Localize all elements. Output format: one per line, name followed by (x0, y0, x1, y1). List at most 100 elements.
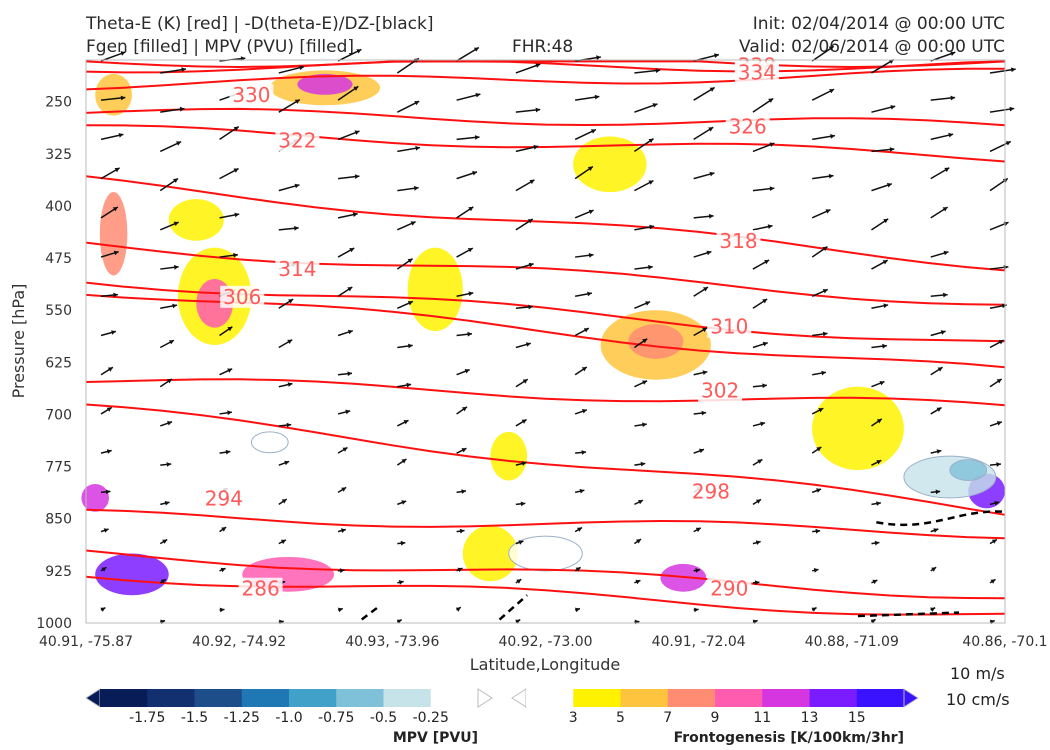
wind-vector-head (709, 171, 715, 177)
wind-vector-head (287, 382, 293, 387)
fgen-shade (99, 192, 128, 276)
wind-vector-head (396, 619, 402, 624)
wind-vector-head (754, 580, 760, 585)
colorbar-tick-label: 11 (753, 710, 771, 726)
colorbar-segment (147, 689, 195, 707)
wind-vector-head (936, 449, 942, 454)
wind-vector-head (520, 501, 526, 507)
wind-vector-head (221, 527, 227, 532)
wind-vector-head (120, 51, 126, 56)
wind-vector-head (407, 258, 413, 264)
wind-vector-head (1001, 303, 1007, 309)
wind-vector-head (294, 183, 300, 189)
fgen-shade (95, 73, 132, 116)
wind-vector-head (352, 212, 358, 217)
wind-vector-head (529, 179, 535, 185)
wind-vector-head (113, 250, 119, 256)
wind-vector-head (648, 180, 654, 185)
wind-vector-head (535, 107, 541, 113)
contour-label-bg (275, 129, 320, 152)
wind-vector-head (888, 59, 894, 64)
wind-vector-head (636, 539, 641, 544)
wind-vector-head (648, 264, 653, 270)
init-time: Init: 02/04/2014 @ 00:00 UTC (752, 14, 1005, 34)
wind-vector-head (702, 327, 708, 333)
wind-vector-head (113, 292, 118, 298)
wind-vector-head (998, 340, 1004, 345)
wind-vector-head (401, 459, 407, 464)
contour-label: 330 (232, 83, 270, 107)
fgen-shade (95, 553, 169, 596)
wind-vector-head (652, 103, 658, 108)
wind-vector-head (994, 500, 1000, 506)
y-tick-label: 250 (45, 95, 72, 111)
contour-label: 298 (692, 479, 730, 503)
theta-e-contour (85, 107, 1006, 127)
colorbar-tick-label: -1.0 (275, 710, 302, 726)
wind-vector-head (581, 450, 587, 455)
wind-vector-head (356, 49, 362, 54)
wind-vector-head (233, 126, 239, 132)
wind-vector-head (227, 410, 232, 416)
wind-vector-head (106, 449, 112, 454)
y-tick-label: 850 (45, 512, 72, 528)
mpv-shade (508, 535, 583, 572)
stability-contour (360, 594, 960, 621)
wind-vector-head (638, 500, 643, 505)
theta-e-contour (85, 175, 1006, 272)
wind-vector-head (762, 341, 768, 347)
wind-vector-head (407, 301, 413, 306)
wind-vector-head (288, 299, 294, 304)
colorbar-tick-label: -0.5 (370, 710, 397, 726)
wind-vector-head (579, 488, 585, 494)
wind-vector-head (829, 89, 835, 94)
wind-vector-head (284, 460, 290, 466)
wind-vector-head (706, 250, 712, 256)
wind-vector-head (219, 607, 225, 613)
colorbar-title: Frontogenesis [K/100km/3hr] (674, 730, 904, 746)
x-axis-label: Latitude,Longitude (470, 655, 621, 674)
contour-label-bg (275, 257, 320, 280)
wind-vector-head (935, 489, 941, 495)
wind-vector-head (410, 221, 416, 226)
colorbar-tick-label: 9 (711, 710, 720, 726)
wind-vector-head (694, 607, 699, 613)
colorbar-segment (430, 689, 479, 707)
wind-vector-head (642, 422, 647, 428)
wind-vector-head (764, 260, 770, 265)
y-tick-label: 775 (45, 460, 72, 476)
wind-vector-head (340, 528, 346, 533)
wind-vector-head (882, 343, 887, 349)
x-axis: 40.91, -75.87 40.92, -74.92 40.93, -73.96 4… (39, 634, 1048, 650)
wind-vector-head (830, 134, 835, 139)
wind-vector-head (468, 206, 474, 212)
theta-e-contour (85, 60, 1006, 69)
wind-vector-head (414, 185, 419, 191)
x-tick-label: 40.92, -74.92 (192, 634, 286, 650)
wind-vector-head (1011, 67, 1016, 73)
wind-vector-head (106, 407, 112, 412)
plot-frame (85, 59, 1006, 624)
wind-vector-head (457, 567, 463, 573)
contour-label-bg (229, 84, 274, 107)
title-line-1: Theta-E (K) [red] | -D(theta-E)/DZ-[blac… (86, 14, 434, 34)
wind-vector-head (757, 459, 763, 464)
mpv-colorbar: -1.75 -1.5 -1.25 -1.0 -0.75 -0.5 -0.25 MPV [PVU… (85, 688, 493, 746)
wind-vector-head (822, 246, 828, 252)
wind-vector-head (176, 141, 182, 146)
wind-vector-head (280, 539, 286, 545)
colorbar-segment (620, 689, 669, 707)
fgen-shade (812, 386, 904, 471)
wind-vector-head (398, 580, 404, 585)
wind-vector-head (174, 264, 179, 270)
fgen-shade (297, 73, 353, 95)
colorbar-tick-label: 5 (616, 710, 625, 726)
colorbar-segment (194, 689, 243, 707)
contour-label: 302 (701, 379, 739, 403)
wind-vector-head (931, 567, 937, 572)
wind-vector-head (100, 607, 106, 612)
contour-label: 314 (278, 257, 316, 281)
contour-label: 318 (719, 229, 757, 253)
wind-vector-head (299, 65, 304, 71)
wind-vector-head (173, 221, 179, 226)
